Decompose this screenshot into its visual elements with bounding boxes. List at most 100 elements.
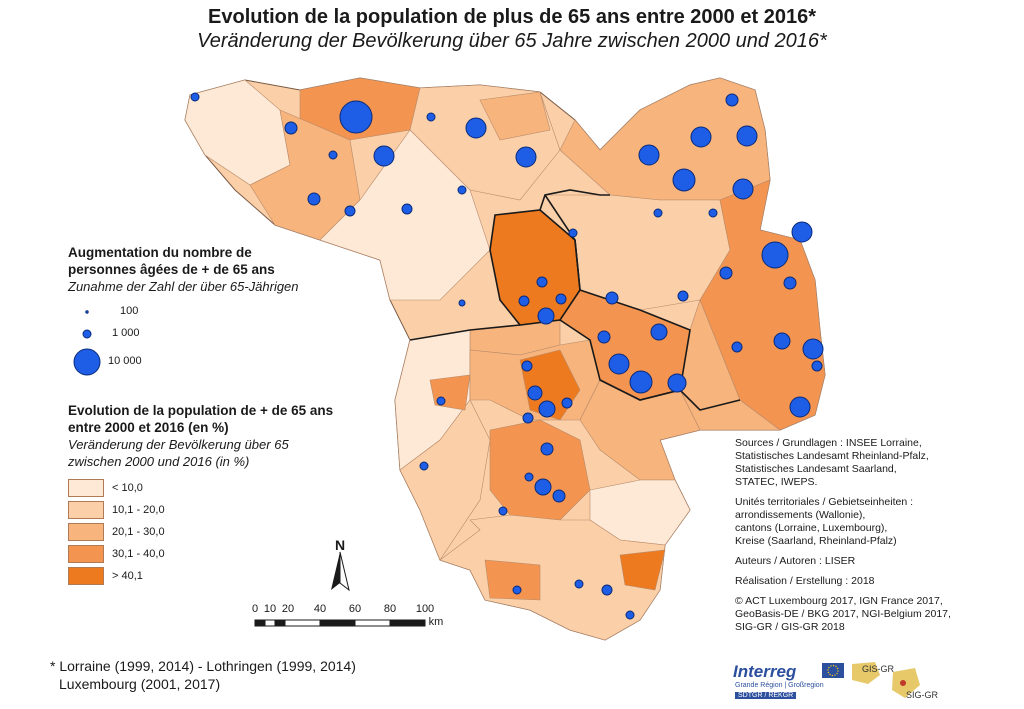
legend-symbols-title-1: Augmentation du nombre de bbox=[68, 245, 252, 260]
population-circle bbox=[625, 610, 635, 620]
population-circle bbox=[401, 203, 413, 215]
footnote: * Lorraine (1999, 2014) - Lothringen (19… bbox=[50, 657, 356, 693]
population-circle bbox=[527, 385, 543, 401]
population-circle bbox=[608, 353, 630, 375]
scale-tick-label: 10 bbox=[263, 603, 277, 615]
population-circle bbox=[574, 579, 584, 589]
interreg-logo: Interreg Grande Région | Großregion SDTG… bbox=[733, 662, 845, 702]
population-circle bbox=[457, 185, 467, 195]
population-circles bbox=[190, 92, 824, 620]
population-circle bbox=[783, 276, 797, 290]
border-belgium-france bbox=[409, 324, 521, 341]
legend-class-row: 20,1 - 30,0 bbox=[68, 523, 165, 541]
legend-class-label: 10,1 - 20,0 bbox=[112, 504, 165, 516]
footnote-line-2: Luxembourg (2001, 2017) bbox=[59, 676, 221, 692]
legend-circle-1000 bbox=[82, 329, 92, 339]
scale-bar-segment bbox=[389, 619, 426, 627]
population-circle bbox=[653, 208, 663, 218]
legend-classes-heading: Evolution de la population de + de 65 an… bbox=[68, 402, 333, 470]
population-circle bbox=[339, 100, 373, 134]
sources-line: Statistisches Landesamt Saarland, bbox=[735, 463, 897, 475]
population-circle bbox=[629, 370, 653, 394]
sources-line: GeoBasis-DE / BKG 2017, NGI-Belgium 2017… bbox=[735, 608, 951, 620]
legend-class-row: > 40,1 bbox=[68, 567, 143, 585]
region-patches bbox=[184, 77, 826, 641]
region-lorraine-west-small bbox=[429, 374, 471, 411]
population-circle bbox=[512, 585, 522, 595]
population-circle bbox=[536, 276, 548, 288]
sources-line: Kreise (Saarland, Rheinland-Pfalz) bbox=[735, 535, 897, 547]
legend-classes-title-1: Evolution de la population de + de 65 an… bbox=[68, 403, 334, 418]
legend-symbols-title-2: personnes âgées de + de 65 ans bbox=[68, 262, 275, 277]
legend-class-row: 10,1 - 20,0 bbox=[68, 501, 165, 519]
legend-class-label: 20,1 - 30,0 bbox=[112, 526, 165, 538]
population-circle bbox=[515, 146, 537, 168]
population-circle bbox=[802, 338, 824, 360]
eu-flag bbox=[822, 663, 844, 678]
footnote-line-1: * Lorraine (1999, 2014) - Lothringen (19… bbox=[50, 658, 356, 674]
population-circle bbox=[426, 112, 436, 122]
gis-logo-shape-1 bbox=[852, 662, 880, 684]
scale-bar-segment bbox=[284, 619, 321, 627]
sources-line bbox=[735, 568, 951, 575]
population-circle bbox=[307, 192, 321, 206]
legend-class-row: < 10,0 bbox=[68, 479, 143, 497]
scale-tick-label: 0 bbox=[251, 603, 259, 615]
sources-line: arrondissements (Wallonie), bbox=[735, 509, 866, 521]
eu-star-ring bbox=[827, 664, 839, 677]
scale-tick-label: 40 bbox=[313, 603, 327, 615]
legend-circle-10000 bbox=[73, 348, 101, 376]
population-circle bbox=[538, 400, 556, 418]
population-circle bbox=[732, 178, 754, 200]
scale-bar-segment bbox=[354, 619, 391, 627]
population-circle bbox=[534, 478, 552, 496]
legend-class-label: 30,1 - 40,0 bbox=[112, 548, 165, 560]
population-circle bbox=[436, 396, 446, 406]
sources-line bbox=[735, 588, 951, 595]
legend-classes-title-2: entre 2000 et 2016 (en %) bbox=[68, 420, 229, 435]
legend-class-swatch bbox=[68, 479, 104, 497]
north-arrow bbox=[331, 551, 350, 592]
population-circle bbox=[555, 293, 567, 305]
population-circle bbox=[731, 341, 743, 353]
interreg-subtitle-2: SDTGR / REKGR bbox=[735, 692, 797, 699]
sources-line: © ACT Luxembourg 2017, IGN France 2017, bbox=[735, 595, 943, 607]
legend-symbols-heading: Augmentation du nombre de personnes âgée… bbox=[68, 244, 299, 295]
legend-class-swatch bbox=[68, 523, 104, 541]
population-circle bbox=[524, 472, 534, 482]
scale-tick-label: 20 bbox=[281, 603, 295, 615]
sources-line bbox=[735, 548, 951, 555]
region-lorraine-vosges bbox=[439, 514, 666, 641]
population-circle bbox=[540, 442, 554, 456]
region-vosges-west bbox=[484, 559, 541, 601]
population-circle bbox=[552, 489, 566, 503]
gis-gr-logo bbox=[852, 662, 920, 698]
interreg-wordmark: Interreg bbox=[733, 662, 797, 681]
sources-line: STATEC, IWEPS. bbox=[735, 476, 818, 488]
region-wallonie-south bbox=[319, 129, 491, 301]
interreg-subtitle: Grande Région | Großregion bbox=[735, 682, 824, 689]
legend-symbol-circles bbox=[73, 310, 101, 376]
population-circle bbox=[537, 307, 555, 325]
eu-flag-logo bbox=[822, 663, 844, 678]
population-circle bbox=[811, 360, 823, 372]
legend-classes-title-de-1: Veränderung der Bevölkerung über 65 bbox=[68, 437, 289, 452]
scale-bar-segment bbox=[264, 619, 276, 627]
sources-line: Sources / Grundlagen : INSEE Lorraine, bbox=[735, 437, 922, 449]
sources-line: Auteurs / Autoren : LISER bbox=[735, 555, 856, 567]
population-circle bbox=[725, 93, 739, 107]
sig-gr-label: SIG-GR bbox=[906, 690, 939, 700]
population-circle bbox=[708, 208, 718, 218]
population-circle bbox=[561, 397, 573, 409]
border-rlp-west bbox=[544, 194, 691, 401]
gis-logo-dot bbox=[900, 680, 906, 686]
scale-bar-segment bbox=[319, 619, 356, 627]
scale-bar-segment bbox=[274, 619, 286, 627]
legend-class-row: 30,1 - 40,0 bbox=[68, 545, 165, 563]
population-circle bbox=[521, 360, 533, 372]
north-arrow-left bbox=[331, 552, 340, 590]
population-circle bbox=[518, 295, 530, 307]
population-circle bbox=[667, 373, 687, 393]
sources-line: Réalisation / Erstellung : 2018 bbox=[735, 575, 875, 587]
